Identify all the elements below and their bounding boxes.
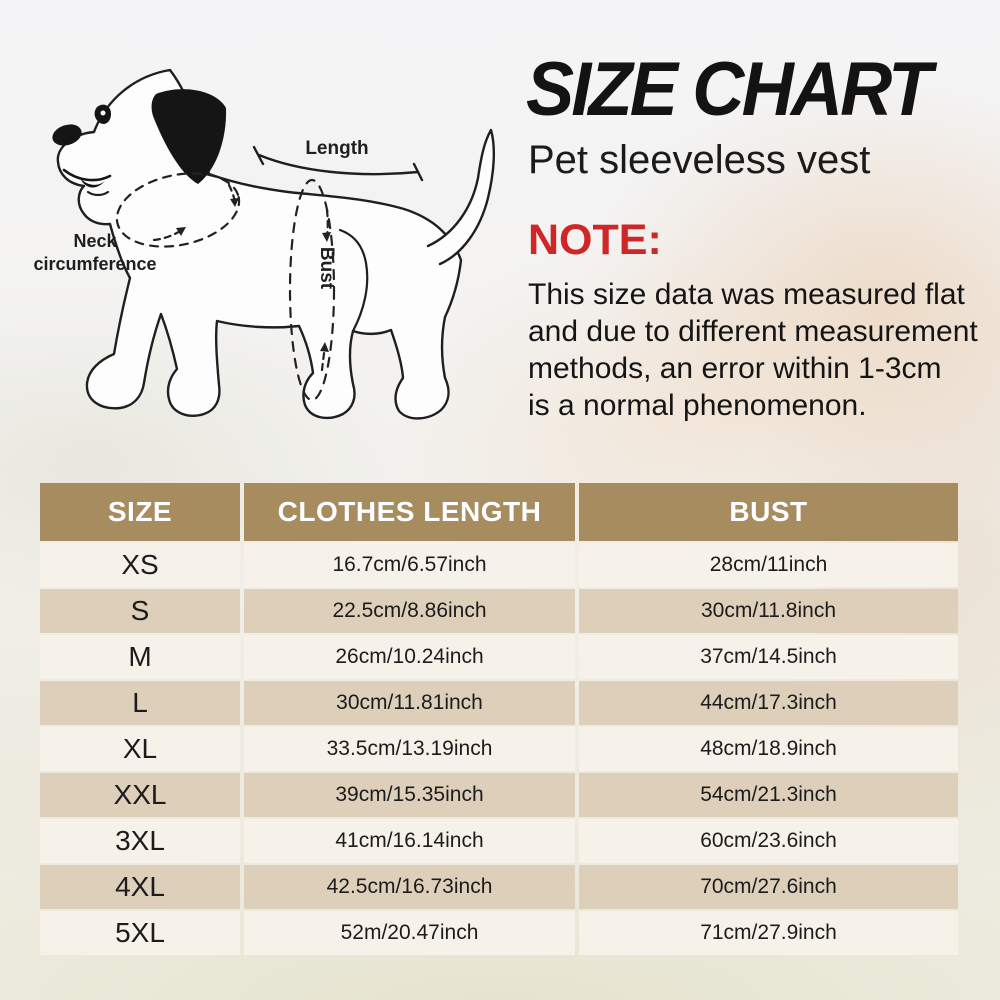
note-heading: NOTE:: [528, 216, 662, 264]
size-value: M: [40, 635, 240, 679]
clothes-length-value: 30cm/11.81inch: [244, 681, 575, 725]
clothes-length-value: 52m/20.47inch: [244, 911, 575, 955]
size-value: S: [40, 589, 240, 633]
table-row-s: S 22.5cm/8.86inch 30cm/11.8inch: [40, 589, 958, 633]
table-row-l: L 30cm/11.81inch 44cm/17.3inch: [40, 681, 958, 725]
table-row-3xl: 3XL 41cm/16.14inch 60cm/23.6inch: [40, 819, 958, 863]
dog-tongue: [80, 178, 105, 188]
dog-measurement-diagram: Length Neck circumference Bust: [33, 68, 495, 420]
dog-eye-highlight: [100, 110, 106, 116]
clothes-length-value: 33.5cm/13.19inch: [244, 727, 575, 771]
bust-dashed-ellipse: [288, 178, 336, 402]
bust-bottom-arrowhead: [320, 342, 329, 352]
clothes-length-value: 16.7cm/6.57inch: [244, 543, 575, 587]
table-row-5xl: 5XL 52m/20.47inch 71cm/27.9inch: [40, 911, 958, 955]
dog-nose: [52, 124, 82, 146]
size-table: SIZE CLOTHES LENGTH BUST XS 16.7cm/6.57i…: [40, 483, 958, 955]
length-right-tick: [412, 162, 424, 182]
size-value: 5XL: [40, 911, 240, 955]
table-row-xxl: XXL 39cm/15.35inch 54cm/21.3inch: [40, 773, 958, 817]
neck-dashed-ellipse: [115, 172, 241, 248]
table-row-xs: XS 16.7cm/6.57inch 28cm/11inch: [40, 543, 958, 587]
table-row-4xl: 4XL 42.5cm/16.73inch 70cm/27.6inch: [40, 865, 958, 909]
neck-top-arrowhead: [230, 198, 239, 207]
page-subtitle: Pet sleeveless vest: [528, 138, 871, 182]
dog-tail-outline: [426, 128, 495, 266]
size-value: L: [40, 681, 240, 725]
clothes-length-value: 42.5cm/16.73inch: [244, 865, 575, 909]
clothes-length-value: 26cm/10.24inch: [244, 635, 575, 679]
dog-tail: [428, 130, 494, 264]
neck-label-line1: Neck: [73, 231, 117, 251]
bust-value: 70cm/27.6inch: [579, 865, 958, 909]
dog-chin-line: [86, 190, 110, 197]
bust-value: 60cm/23.6inch: [579, 819, 958, 863]
bust-value: 71cm/27.9inch: [579, 911, 958, 955]
page-title: SIZE CHART: [526, 47, 932, 132]
table-header-row: SIZE CLOTHES LENGTH BUST: [40, 483, 958, 541]
column-header-bust: BUST: [579, 483, 958, 541]
note-line: methods, an error within 1-3cm: [528, 352, 942, 385]
length-label: Length: [305, 138, 368, 159]
dog-mouth: [62, 168, 112, 182]
note-line: and due to different measurement: [528, 315, 978, 348]
bust-top-arrowhead: [322, 232, 331, 242]
column-header-clothes-length: CLOTHES LENGTH: [244, 483, 575, 541]
dog-haunch-line: [338, 228, 369, 333]
dog-ear: [151, 89, 227, 184]
bust-value: 54cm/21.3inch: [579, 773, 958, 817]
bust-label: Bust: [316, 247, 337, 290]
table-row-xl: XL 33.5cm/13.19inch 48cm/18.9inch: [40, 727, 958, 771]
bust-value: 28cm/11inch: [579, 543, 958, 587]
bust-value: 44cm/17.3inch: [579, 681, 958, 725]
size-value: XL: [40, 727, 240, 771]
clothes-length-value: 41cm/16.14inch: [244, 819, 575, 863]
length-left-tick: [252, 145, 265, 166]
size-value: XXL: [40, 773, 240, 817]
size-value: XS: [40, 543, 240, 587]
note-line: is a normal phenomenon.: [528, 389, 867, 422]
length-arc: [257, 153, 420, 176]
clothes-length-value: 39cm/15.35inch: [244, 773, 575, 817]
column-header-size: SIZE: [40, 483, 240, 541]
bust-value: 37cm/14.5inch: [579, 635, 958, 679]
neck-arrowhead: [176, 227, 186, 236]
bust-value: 48cm/18.9inch: [579, 727, 958, 771]
clothes-length-value: 22.5cm/8.86inch: [244, 589, 575, 633]
size-value: 4XL: [40, 865, 240, 909]
size-value: 3XL: [40, 819, 240, 863]
note-paragraph: This size data was measured flat and due…: [528, 276, 978, 424]
note-line: This size data was measured flat: [528, 278, 965, 311]
bust-value: 30cm/11.8inch: [579, 589, 958, 633]
dog-body-outline: [56, 68, 463, 420]
neck-label-line2: circumference: [33, 254, 156, 274]
table-row-m: M 26cm/10.24inch 37cm/14.5inch: [40, 635, 958, 679]
